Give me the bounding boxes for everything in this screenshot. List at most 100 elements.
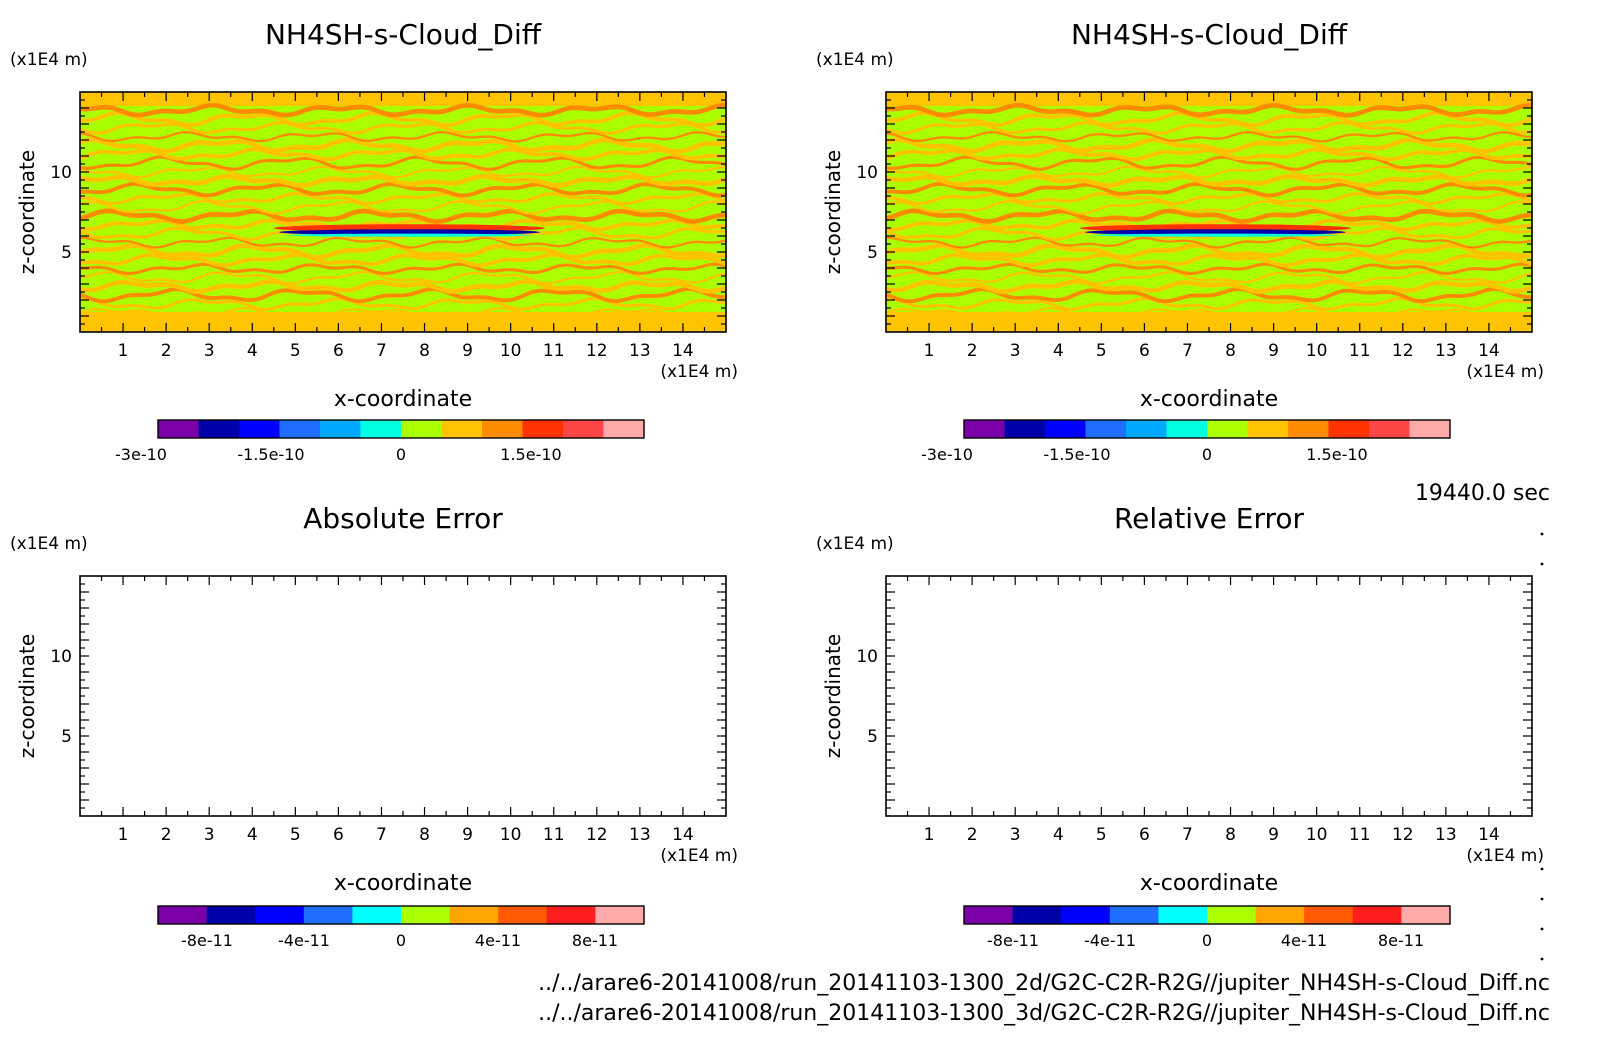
anomaly-negative [1085,229,1346,236]
x-tick-label: 1 [118,825,129,845]
x-tick-label: 11 [543,341,565,361]
time-label: 19440.0 sec [1415,481,1550,506]
colorbar-swatch [239,420,280,438]
field-contour [80,296,726,311]
colorbar-swatch [1045,420,1086,438]
chart-title: Relative Error [1114,502,1305,535]
plot-frame [885,575,1533,817]
x-tick-label: 2 [161,825,172,845]
field-contours [886,92,1532,332]
x-tick-label: 14 [672,825,694,845]
y-unit-label: (x1E4 m) [816,50,894,70]
chart-panel: Relative Error(x1E4 m)1 2 3 4 5 6 7 8 9 10 11 12 13 1… [816,502,1544,950]
field-contour [80,278,726,294]
colorbar-swatch [449,906,499,924]
colorbar-swatch [1247,420,1289,438]
colorbar-tick-label: 8e-11 [1378,931,1424,950]
colorbar-swatch [546,906,596,924]
colorbar-swatch [964,906,1014,924]
x-axis-label: x-coordinate [1140,871,1278,896]
colorbar-tick-label: 8e-11 [572,931,618,950]
field-contour [80,262,726,276]
x-tick-label: 7 [376,341,387,361]
file-path-2: ../../arare6-20141008/run_20141103-1300_… [538,1001,1550,1026]
x-tick-label: 5 [290,341,301,361]
x-tick-label: 3 [1010,341,1021,361]
x-tick-label: 11 [1349,825,1371,845]
colorbar-swatch [603,420,645,438]
colorbar-tick-label: 4e-11 [1281,931,1327,950]
x-unit-label: (x1E4 m) [1466,362,1544,382]
field-contour [886,137,1532,154]
field-contour [886,110,1532,128]
marker-dot [1540,957,1544,961]
x-tick-label: 13 [1435,825,1457,845]
y-tick-label: 10 [856,647,878,667]
plot-frame [79,575,727,817]
x-axis-label: x-coordinate [334,871,472,896]
colorbar-swatch [595,906,645,924]
colorbar-swatch [1004,420,1046,438]
x-tick-label: 5 [290,825,301,845]
file-path-1: ../../arare6-20141008/run_20141103-1300_… [538,971,1550,996]
x-tick-label: 2 [161,341,172,361]
field-contour [886,102,1532,118]
chart-panel: Absolute Error(x1E4 m)1 2 3 4 5 6 7 8 9 10 11 12 13 1… [10,502,738,950]
colorbar-tick-label: -1.5e-10 [237,445,304,464]
colorbar-swatch [1166,420,1208,438]
field-band-bottom [80,312,726,332]
field-contour [886,252,1532,268]
x-tick-label: 3 [204,825,215,845]
colorbar-swatch [1288,420,1329,438]
colorbar-swatch [158,420,199,438]
field-contour [80,165,726,179]
field-contour [80,173,726,189]
field-contour [80,218,726,232]
colorbar-swatch [255,906,305,924]
x-tick-label: 6 [1139,341,1150,361]
x-tick-label: 11 [1349,341,1371,361]
y-tick-label: 5 [61,727,72,747]
colorbar-swatch [482,420,523,438]
anomaly-edge [1093,233,1338,237]
x-tick-label: 8 [1225,341,1236,361]
field-contour [886,147,1532,162]
colorbar-tick-label: 4e-11 [475,931,521,950]
y-tick-label: 5 [867,727,878,747]
field-contour [80,120,726,136]
x-axis-label: x-coordinate [1140,387,1278,412]
colorbar-swatch [1207,420,1248,438]
x-tick-label: 12 [1392,341,1414,361]
colorbar-swatch [158,906,208,924]
field-contour [80,181,726,198]
x-tick-label: 13 [629,341,651,361]
colorbar-tick-label: 0 [396,931,406,950]
colorbar-swatch [964,420,1005,438]
x-tick-label: 7 [1182,825,1193,845]
colorbar-swatch [1409,420,1451,438]
field-contour [80,270,726,285]
field-contour [886,218,1532,232]
colorbar-tick-label: -3e-10 [115,445,167,464]
field-contour [80,147,726,162]
y-tick-label: 10 [50,163,72,183]
x-tick-label: 5 [1096,825,1107,845]
colorbar-swatch [1109,906,1159,924]
x-tick-label: 8 [1225,825,1236,845]
field-contour [80,208,726,224]
x-tick-label: 3 [1010,825,1021,845]
marker-dot [1540,897,1544,901]
field-contour [80,306,726,319]
marker-dot [1540,927,1544,931]
x-tick-label: 12 [1392,825,1414,845]
field-contour [80,155,726,171]
chart-title: Absolute Error [303,502,503,535]
y-axis-label: z-coordinate [15,150,39,274]
colorbar-swatch [1085,420,1127,438]
field-contour [886,191,1532,206]
marker-dot [1540,562,1544,566]
x-tick-label: 9 [462,825,473,845]
x-tick-label: 6 [333,825,344,845]
x-unit-label: (x1E4 m) [1466,846,1544,866]
